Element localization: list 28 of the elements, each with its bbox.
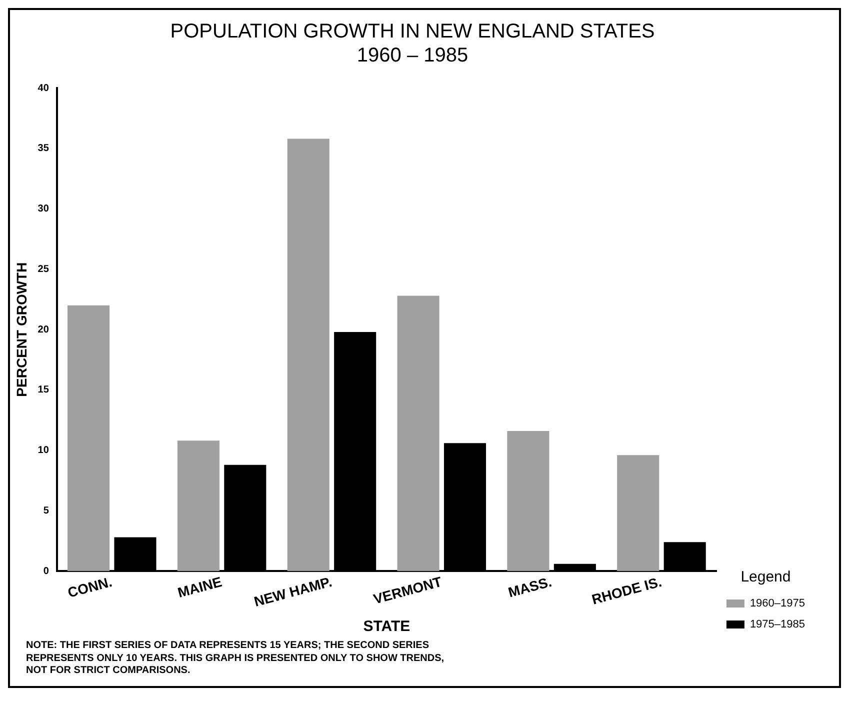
chart-subtitle: 1960 – 1985 [356,44,468,67]
y-tick-label: 30 [38,204,50,215]
x-tick-label: CONN. [66,573,114,601]
y-tick-label: 10 [38,445,50,456]
x-axis-title: STATE [363,618,410,636]
y-tick-label: 15 [38,384,50,396]
x-tick-label: NEW HAMP. [252,573,334,610]
bar [507,431,550,572]
y-tick-label: 35 [38,143,50,154]
bar [177,440,220,572]
bar [68,305,110,572]
legend-title: Legend [740,568,791,586]
legend-label: 1960–1975 [750,598,806,610]
x-tick-label: RHODE IS. [590,573,664,608]
y-tick-label: 25 [38,264,50,275]
x-tick-label: MAINE [176,573,224,601]
y-tick-label: 5 [43,505,50,516]
legend-label: 1975–1985 [750,618,806,631]
y-tick-label: 0 [43,566,50,577]
y-tick-label: 40 [38,82,50,94]
text: NOTE: THE FIRST SERIES OF DATA REPRESENTS 15 YEARS; THE SECOND SERIES REPRESENTS ONLY 10 YEARS. THIS GRAPH IS PRESENTED ONLY TO SHOW TRENDS, NOT FOR STRICT COMPARISONS. [26,640,446,678]
x-tick-label: MASS. [506,573,554,600]
bar [287,138,330,572]
y-tick-label: 20 [38,324,50,336]
bar [617,455,660,572]
chart-title: POPULATION GROWTH IN NEW ENGLAND STATES [170,20,655,43]
y-axis-title: PERCENT GROWTH [13,262,30,397]
bar [397,296,440,572]
